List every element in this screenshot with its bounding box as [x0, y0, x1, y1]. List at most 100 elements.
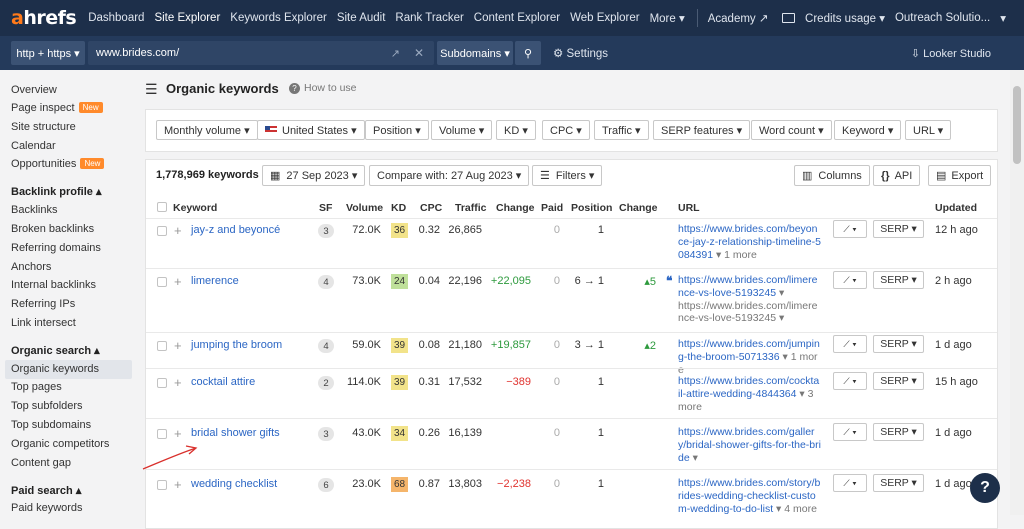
settings-button[interactable]: ⚙ Settings	[553, 48, 609, 60]
how-to-use-link[interactable]: ? How to use	[289, 82, 357, 94]
sidebar-item-top-subdomains[interactable]: Top subdomains	[11, 419, 92, 431]
search-button[interactable]: ⚲	[515, 41, 541, 65]
keyword-link[interactable]: bridal shower gifts	[191, 427, 280, 439]
sidebar-item-paid-keywords[interactable]: Paid keywords	[11, 502, 83, 514]
url-more[interactable]: ▾	[778, 286, 785, 299]
ranking-url[interactable]: https://www.brides.com/cocktail-attire-w…	[678, 375, 821, 413]
nav-web-explorer[interactable]: Web Explorer	[570, 12, 640, 24]
row-checkbox[interactable]	[157, 429, 167, 439]
monitor-icon[interactable]	[782, 13, 796, 23]
nav-dashboard[interactable]: Dashboard	[88, 12, 145, 24]
sf-badge[interactable]: 6	[318, 478, 334, 492]
sidebar-item-opportunities[interactable]: Opportunities New	[11, 158, 105, 170]
trend-button[interactable]: ⟋ ▾	[833, 474, 867, 492]
looker-studio-button[interactable]: ⇩ Looker Studio	[910, 47, 991, 60]
ranking-url[interactable]: https://www.brides.com/beyonce-jay-z-rel…	[678, 223, 821, 261]
account-caret-icon[interactable]: ▾	[1000, 13, 1006, 25]
ranking-url[interactable]: https://www.brides.com/limerence-vs-love…	[678, 274, 821, 325]
url-more[interactable]: ▾ 4 more	[776, 502, 817, 515]
clear-icon[interactable]: ✕	[413, 46, 424, 60]
account-menu[interactable]: Outreach Solutio...	[894, 12, 991, 24]
trend-button[interactable]: ⟋ ▾	[833, 335, 867, 353]
sidebar-item-internal-backlinks[interactable]: Internal backlinks	[11, 279, 96, 291]
serp-button[interactable]: SERP ▾	[873, 423, 924, 441]
add-keyword-icon[interactable]: +	[174, 223, 182, 238]
sidebar-item-overview[interactable]: Overview	[11, 84, 57, 96]
sidebar-item-organic-keywords[interactable]: Organic keywords	[11, 363, 100, 375]
target-url-input[interactable]: www.brides.com/ ↗ ✕	[88, 41, 434, 65]
export-button[interactable]: ▤ Export	[928, 165, 992, 186]
sidebar-item-calendar[interactable]: Calendar	[11, 140, 56, 152]
keyword-link[interactable]: jay-z and beyoncé	[191, 224, 281, 236]
sidebar-head-paid-search[interactable]: Paid search ▴	[11, 485, 82, 497]
sidebar-item-content-gap[interactable]: Content gap	[11, 457, 71, 469]
row-checkbox[interactable]	[157, 277, 167, 287]
api-button[interactable]: {} API	[873, 165, 921, 186]
ranking-url[interactable]: https://www.brides.com/story/brides-wedd…	[678, 477, 821, 515]
url-more[interactable]: ▾ 3 more	[678, 387, 814, 413]
sf-badge[interactable]: 4	[318, 275, 334, 289]
row-checkbox[interactable]	[157, 480, 167, 490]
keyword-link[interactable]: cocktail attire	[191, 376, 256, 388]
sidebar-item-referring-ips[interactable]: Referring IPs	[11, 298, 76, 310]
filter-kd[interactable]: KD ▾	[496, 120, 536, 140]
ahrefs-logo[interactable]: ahrefs	[11, 7, 77, 29]
row-checkbox[interactable]	[157, 341, 167, 351]
col-kd[interactable]: KD	[391, 202, 407, 214]
col-url[interactable]: URL	[678, 202, 700, 214]
trend-button[interactable]: ⟋ ▾	[833, 271, 867, 289]
filter-url[interactable]: URL ▾	[905, 120, 952, 140]
row-checkbox[interactable]	[157, 378, 167, 388]
serp-button[interactable]: SERP ▾	[873, 220, 924, 238]
keyword-link[interactable]: jumping the broom	[191, 339, 283, 351]
credits-usage-menu[interactable]: Credits usage ▾	[805, 13, 885, 25]
filter-serp-features[interactable]: SERP features ▾	[653, 120, 751, 140]
serp-button[interactable]: SERP ▾	[873, 474, 924, 492]
sidebar-item-top-subfolders[interactable]: Top subfolders	[11, 400, 83, 412]
trend-button[interactable]: ⟋ ▾	[833, 423, 867, 441]
col-keyword[interactable]: Keyword	[173, 202, 218, 214]
row-checkbox[interactable]	[157, 226, 167, 236]
add-keyword-icon[interactable]: +	[174, 426, 182, 441]
nav-rank-tracker[interactable]: Rank Tracker	[395, 12, 464, 24]
sidebar-item-broken-backlinks[interactable]: Broken backlinks	[11, 223, 95, 235]
col-sf[interactable]: SF	[319, 202, 333, 214]
columns-button[interactable]: ▥ Columns	[794, 165, 870, 186]
col-cpc[interactable]: CPC	[420, 202, 443, 214]
trend-button[interactable]: ⟋ ▾	[833, 372, 867, 390]
col-updated[interactable]: Updated	[935, 202, 977, 214]
date-select[interactable]: ▦ 27 Sep 2023 ▾	[262, 165, 366, 186]
mode-select[interactable]: Subdomains ▾	[437, 41, 513, 65]
col-traffic[interactable]: Traffic	[455, 202, 487, 214]
serp-button[interactable]: SERP ▾	[873, 271, 924, 289]
filter-volume[interactable]: Volume ▾	[431, 120, 493, 140]
sf-badge[interactable]: 4	[318, 339, 334, 353]
url-more[interactable]: ▾ 1 more	[678, 350, 818, 376]
help-button[interactable]: ?	[970, 473, 1000, 503]
sidebar-item-site-structure[interactable]: Site structure	[11, 121, 76, 133]
filter-cpc[interactable]: CPC ▾	[542, 120, 590, 140]
sidebar-item-organic-competitors[interactable]: Organic competitors	[11, 438, 110, 450]
sidebar-item-referring-domains[interactable]: Referring domains	[11, 242, 101, 254]
vertical-scrollbar[interactable]	[1010, 70, 1024, 515]
col-position-change[interactable]: Change	[619, 202, 658, 214]
col-position[interactable]: Position	[571, 202, 613, 214]
trend-button[interactable]: ⟋ ▾	[833, 220, 867, 238]
sidebar-head-organic-search[interactable]: Organic search ▴	[11, 345, 100, 357]
filter-country[interactable]: United States ▾	[257, 120, 365, 140]
secondary-url[interactable]: https://www.brides.com/limerence-vs-love…	[678, 299, 818, 325]
select-all-checkbox[interactable]	[157, 202, 167, 212]
compare-select[interactable]: Compare with: 27 Aug 2023 ▾	[369, 165, 530, 186]
filter-word-count[interactable]: Word count ▾	[751, 120, 832, 140]
add-keyword-icon[interactable]: +	[174, 338, 182, 353]
nav-keywords-explorer[interactable]: Keywords Explorer	[230, 12, 327, 24]
ranking-url[interactable]: https://www.brides.com/jumping-the-broom…	[678, 338, 821, 376]
sf-badge[interactable]: 2	[318, 376, 334, 390]
serp-button[interactable]: SERP ▾	[873, 335, 924, 353]
sf-badge[interactable]: 3	[318, 224, 334, 238]
add-keyword-icon[interactable]: +	[174, 477, 182, 492]
nav-site-explorer[interactable]: Site Explorer	[154, 12, 221, 24]
ranking-url[interactable]: https://www.brides.com/gallery/bridal-sh…	[678, 426, 821, 464]
sidebar-item-anchors[interactable]: Anchors	[11, 261, 52, 273]
url-more[interactable]: ▾ 1 more	[715, 248, 757, 261]
